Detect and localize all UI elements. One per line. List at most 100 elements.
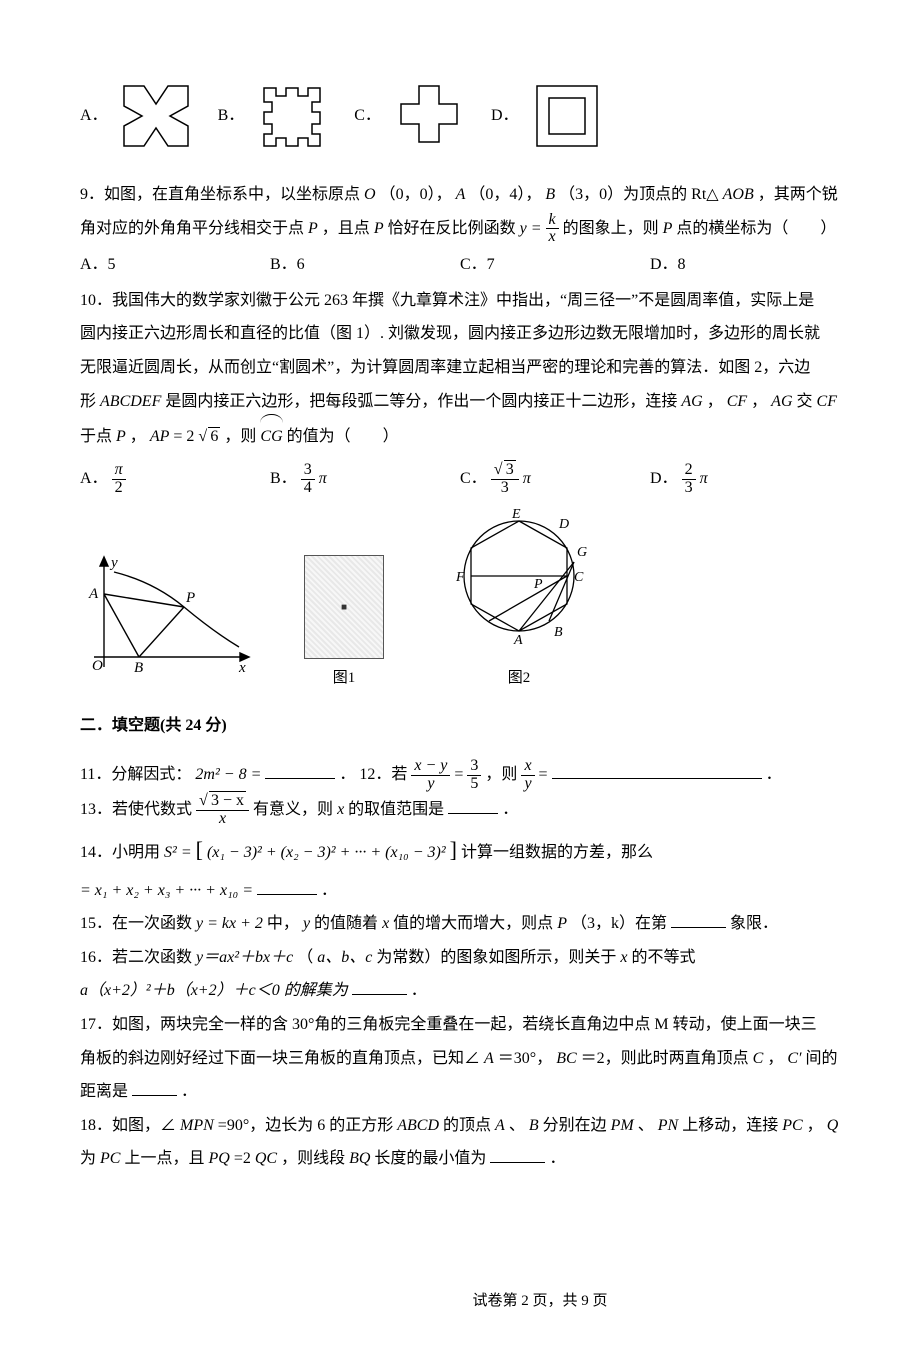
q15-blank xyxy=(671,913,726,928)
t: PC xyxy=(782,1117,802,1134)
t: ，则 xyxy=(485,766,521,783)
q18-l1: 18．如图，∠ MPN =90°，边长为 6 的正方形 ABCD 的顶点 A 、… xyxy=(80,1109,840,1143)
t: 的值随着 xyxy=(314,915,382,932)
t: 的不等式 xyxy=(631,949,695,966)
t: 5 xyxy=(467,776,481,793)
t: 值的增大而增大，则点 xyxy=(393,915,557,932)
q10-l3: 无限逼近圆周长，从而创立“割圆术”，为计算圆周率建立起相当严密的理论和完善的算法… xyxy=(80,351,840,385)
t: 18．如图，∠ xyxy=(80,1117,176,1134)
t: B． xyxy=(270,470,297,487)
svg-text:A: A xyxy=(513,633,523,646)
t: 于点 xyxy=(80,428,116,445)
t: PM xyxy=(611,1117,634,1134)
t: x xyxy=(382,915,389,932)
t: y＝ax²＋bx＋c xyxy=(196,949,293,966)
q17-blank xyxy=(132,1081,177,1096)
t: 13．若使代数式 xyxy=(80,801,196,818)
t: 3 xyxy=(467,758,481,776)
f: 2 3 xyxy=(682,462,696,497)
f: 3 4 xyxy=(301,462,315,497)
q10-opt-b: B． 3 4 π xyxy=(270,462,460,497)
q9-line1: 9．如图，在直角坐标系中，以坐标原点 O （0，0）， A （0，4）， B （… xyxy=(80,178,840,212)
t: 、 xyxy=(509,1117,525,1134)
t: x xyxy=(620,949,627,966)
t: 3 xyxy=(682,480,696,497)
t: 3 xyxy=(301,462,315,480)
svg-text:G: G xyxy=(577,545,587,560)
t: 中， xyxy=(267,915,299,932)
q8-shape-d xyxy=(525,76,609,156)
q8-letter-a: A． xyxy=(80,99,108,133)
t: ， xyxy=(767,1050,783,1067)
q9-opt-d: D．8 xyxy=(650,248,840,282)
f: 3 3 xyxy=(491,462,519,497)
t: = xyxy=(539,766,552,783)
t: AG xyxy=(771,393,792,410)
t: 的图象上，则 xyxy=(563,220,663,237)
q17-l1: 17．如图，两块完全一样的含 30°角的三角板完全重叠在一起，若绕长直角边中点 … xyxy=(80,1008,840,1042)
t: y = kx + 2 xyxy=(196,915,263,932)
arc-cg: CG xyxy=(260,418,282,454)
t: =2 xyxy=(234,1150,251,1167)
t: [ xyxy=(196,837,203,862)
t: =90°，边长为 6 的正方形 xyxy=(218,1117,397,1134)
q14-l2: = x₁ + x₂ + x₃ + ··· + x₁₀ = ． xyxy=(80,874,840,908)
t: = x₁ + x₂ + x₃ + ··· + x₁₀ = xyxy=(80,882,257,899)
t: π xyxy=(319,470,327,487)
t: A． xyxy=(80,470,108,487)
t: ． xyxy=(321,882,337,899)
t: （0，4）， xyxy=(469,186,541,203)
t: 长度的最小值为 xyxy=(374,1150,486,1167)
q9-opt-c: C．7 xyxy=(460,248,650,282)
t: 3 xyxy=(491,480,519,497)
t: π xyxy=(112,462,126,480)
t: x xyxy=(546,229,559,246)
q8-option-a: A． xyxy=(80,76,198,156)
t: 4 xyxy=(301,480,315,497)
t: y xyxy=(303,915,310,932)
t: 点的横坐标为（ ） xyxy=(676,220,836,237)
f: 3 5 xyxy=(467,758,481,793)
stamp-figure: ■ 图1 xyxy=(304,555,384,695)
t: A xyxy=(484,1050,494,1067)
q8-letter-b: B． xyxy=(218,99,245,133)
t: B xyxy=(529,1117,539,1134)
lbl-y: y xyxy=(109,555,118,571)
q17-l2: 角板的斜边刚好经过下面一块三角板的直角顶点，已知∠ A ＝30°， BC ＝2，… xyxy=(80,1042,840,1076)
t: ， xyxy=(807,1117,823,1134)
t: = 2 xyxy=(173,428,194,445)
t: 的值为（ ） xyxy=(287,428,399,445)
t: x xyxy=(521,758,534,776)
q16-l2: a（x+2）²＋b（x+2）＋c＜0 的解集为 ． xyxy=(80,974,840,1008)
t: MPN xyxy=(180,1117,214,1134)
t: 分别在边 xyxy=(543,1117,611,1134)
t: BQ xyxy=(349,1150,370,1167)
q8-option-c: C． xyxy=(354,76,471,156)
t: y xyxy=(411,776,450,793)
t: 14．小明用 xyxy=(80,844,164,861)
t: 11．分解因式： xyxy=(80,766,191,783)
q15: 15．在一次函数 y = kx + 2 中， y 的值随着 x 值的增大而增大，… xyxy=(80,907,840,941)
axes-figure: y x O A B P xyxy=(84,552,254,695)
t: ． xyxy=(502,801,518,818)
t: x xyxy=(196,811,249,828)
t: A xyxy=(456,186,466,203)
t: AP xyxy=(150,428,170,445)
t: （3，0）为顶点的 Rt△ xyxy=(559,186,718,203)
sqrt6: 6 xyxy=(198,420,220,454)
t: ， xyxy=(707,393,723,410)
t: A xyxy=(495,1117,505,1134)
t: x xyxy=(337,801,344,818)
q10-opt-a: A． π 2 xyxy=(80,462,270,497)
f: π 2 xyxy=(112,462,126,497)
t: ， xyxy=(751,393,767,410)
q10-l5: 于点 P ， AP = 2 6 ，则 CG 的值为（ ） xyxy=(80,418,840,454)
q9-options: A．5 B．6 C．7 D．8 xyxy=(80,248,840,282)
q13: 13．若使代数式 3 − x x 有意义，则 x 的取值范围是 ． xyxy=(80,793,840,828)
t: a、b、c xyxy=(317,949,372,966)
t: ． xyxy=(766,766,782,783)
t: y = xyxy=(520,220,546,237)
t: 计算一组数据的方差，那么 xyxy=(461,844,653,861)
q12-blank xyxy=(552,764,762,779)
t: 角对应的外角角平分线相交于点 xyxy=(80,220,308,237)
